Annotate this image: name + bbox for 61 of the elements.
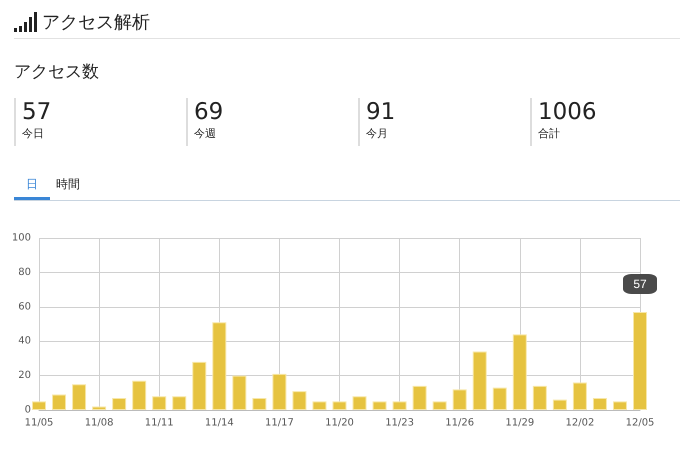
text: 時間 <box>55 176 81 193</box>
bar <box>92 406 106 410</box>
x-tick-label: 11/20 <box>325 418 354 428</box>
text: 今日 <box>22 126 45 141</box>
y-tick-label: 100 <box>12 232 31 244</box>
x-tick-label: 11/11 <box>144 418 174 428</box>
bar <box>252 398 266 410</box>
bar <box>412 386 427 410</box>
text: 今月 <box>366 126 389 141</box>
y-tick-label: 60 <box>18 301 31 312</box>
bar <box>392 401 407 410</box>
bar <box>192 362 206 410</box>
bar <box>532 386 547 410</box>
text: 今週 <box>194 126 217 141</box>
x-tick-label: 12/05 <box>626 418 654 428</box>
y-tick-label: 40 <box>18 336 31 347</box>
bar <box>272 374 286 410</box>
bar <box>112 398 126 410</box>
bar <box>232 376 246 410</box>
bar <box>152 396 166 410</box>
y-tick-label: 80 <box>18 266 31 278</box>
x-tick-label: 12/02 <box>565 418 594 428</box>
x-tick-label: 11/23 <box>385 418 414 428</box>
x-tick-label: 11/29 <box>505 418 534 428</box>
x-tick-label: 11/14 <box>204 418 234 428</box>
y-tick-label: 0 <box>24 404 31 416</box>
bar <box>572 382 587 410</box>
bar <box>372 401 387 410</box>
bar <box>52 394 66 410</box>
bar <box>312 401 326 410</box>
text: 合計 <box>538 126 561 141</box>
bar <box>452 389 467 410</box>
bar <box>212 322 226 410</box>
x-tick-label: 11/17 <box>264 418 294 428</box>
x-tick-label: 11/05 <box>24 418 54 428</box>
bar <box>472 352 487 410</box>
chart-title: アクセス解析 <box>42 11 150 34</box>
text: 57 <box>22 98 52 126</box>
bar <box>292 391 306 410</box>
bar <box>552 400 567 410</box>
bar <box>352 396 367 410</box>
annotation: 57 <box>633 276 647 291</box>
bar <box>592 398 607 410</box>
bar <box>512 334 527 410</box>
text: 69 <box>194 98 224 126</box>
bar <box>172 396 186 410</box>
bar <box>612 401 627 410</box>
x-tick-label: 11/08 <box>84 418 114 428</box>
bar <box>32 401 46 410</box>
text: 1006 <box>538 98 597 126</box>
x-tick-label: 11/26 <box>445 418 474 428</box>
text: 91 <box>366 98 396 126</box>
bar <box>72 384 86 410</box>
text: 日 <box>14 176 50 200</box>
bar <box>633 312 647 410</box>
chart-subtitle: アクセス数 <box>14 61 99 83</box>
bar <box>132 380 146 410</box>
bar <box>492 388 507 410</box>
y-tick-label: 20 <box>18 370 31 382</box>
bar <box>332 401 346 410</box>
bar <box>432 401 447 410</box>
